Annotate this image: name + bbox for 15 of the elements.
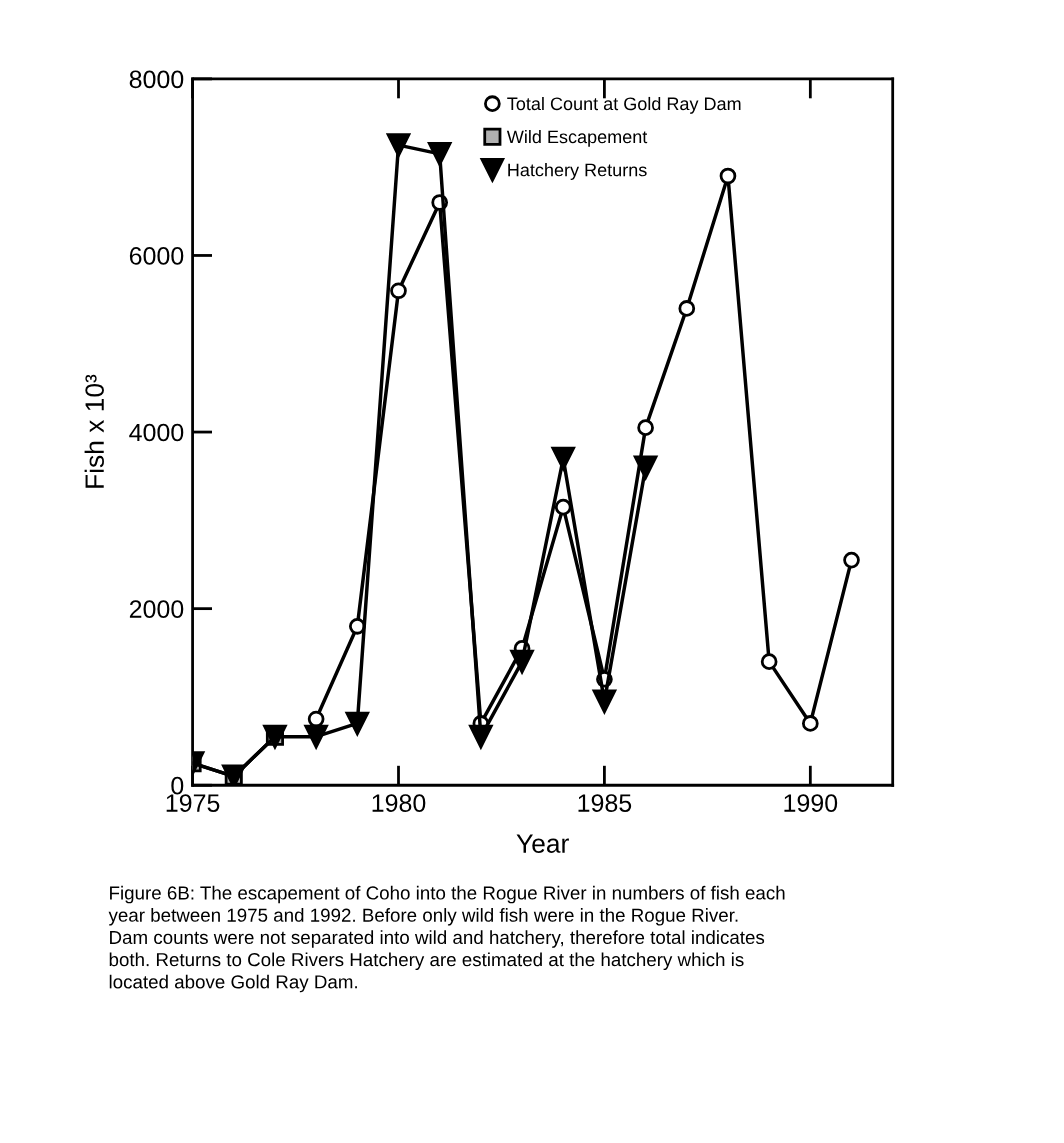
x-tick-label: 1975	[166, 794, 220, 812]
y-tick-label: 4000	[129, 423, 184, 442]
caption: Figure 6B: The escapement of Coho into the Rogue River in numbers of fish each year between 1975 and 1992. Before only wild fish were in the Rogue River. Dam counts were not separated into wild and hatchery, therefore total indicates both. Returns to Cole Rivers Hatchery are estimated at the hatchery which is located above Gold Ray Dam.	[108, 885, 785, 993]
legend-label: Wild Escapement	[506, 130, 648, 147]
y-axis-title: Fish x 10³	[84, 374, 104, 488]
x-tick-label: 1980	[372, 794, 426, 812]
x-tick-label: 1985	[578, 794, 632, 812]
y-tick-label: 8000	[129, 70, 184, 89]
y-tick-label: 6000	[129, 247, 184, 265]
x-tick-label: 1990	[784, 794, 838, 812]
y-tick-label: 0	[171, 776, 184, 795]
legend-label: Total Count at Gold Ray Dam	[507, 96, 741, 114]
y-tick-label: 2000	[129, 600, 184, 618]
legend-label: Hatchery Returns	[508, 163, 647, 180]
x-axis-title: Year	[516, 834, 569, 853]
